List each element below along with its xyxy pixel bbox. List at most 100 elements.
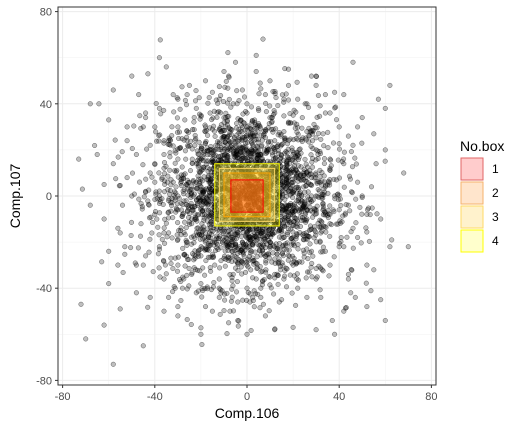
data-point	[239, 87, 245, 93]
data-point	[221, 68, 227, 75]
data-point	[174, 237, 181, 243]
data-point	[182, 219, 188, 225]
data-point	[235, 116, 241, 122]
data-point	[231, 227, 237, 233]
data-point	[207, 166, 213, 172]
data-point	[286, 247, 292, 253]
data-point	[327, 110, 333, 116]
data-point	[285, 66, 292, 72]
data-point	[327, 262, 333, 268]
data-point	[217, 110, 224, 116]
data-point	[252, 125, 258, 131]
data-point	[207, 265, 213, 271]
data-point	[143, 188, 149, 194]
data-point	[224, 331, 230, 337]
data-point	[318, 249, 324, 255]
data-point	[175, 193, 181, 199]
data-point	[189, 207, 196, 213]
data-point	[226, 203, 232, 209]
data-point	[106, 248, 112, 254]
data-point	[204, 218, 210, 224]
data-point	[202, 198, 208, 204]
data-point	[368, 184, 375, 190]
data-point	[266, 273, 272, 279]
data-point	[278, 152, 285, 159]
data-point	[259, 244, 265, 250]
data-point	[179, 84, 185, 90]
data-point	[241, 120, 247, 126]
data-point	[202, 272, 208, 278]
data-point	[348, 189, 355, 195]
data-point	[304, 269, 311, 275]
data-point	[201, 164, 207, 170]
data-point	[175, 124, 181, 130]
data-point	[226, 174, 232, 180]
data-point	[314, 125, 320, 131]
data-point	[197, 189, 203, 195]
data-point	[183, 156, 189, 162]
data-point	[228, 104, 234, 110]
data-point	[120, 269, 126, 276]
data-point	[175, 96, 181, 102]
data-point	[317, 113, 323, 119]
data-point	[313, 239, 319, 245]
data-point	[190, 179, 196, 185]
data-point	[213, 188, 220, 194]
data-point	[257, 180, 263, 186]
data-point	[170, 215, 176, 221]
data-point	[241, 134, 247, 140]
data-point	[166, 230, 172, 236]
data-point	[237, 204, 243, 210]
data-point	[193, 186, 199, 192]
data-point	[175, 220, 181, 226]
data-point	[216, 96, 222, 102]
data-point	[146, 249, 152, 255]
data-point	[315, 151, 321, 157]
data-point	[140, 262, 146, 268]
data-point	[219, 239, 225, 245]
data-point	[375, 96, 381, 102]
data-point	[208, 268, 214, 274]
data-point	[255, 194, 262, 200]
data-point	[339, 219, 345, 225]
data-point	[198, 226, 204, 232]
data-point	[309, 274, 315, 280]
data-point	[305, 194, 311, 200]
data-point	[228, 132, 234, 138]
data-point	[129, 73, 135, 79]
data-point	[187, 168, 194, 174]
data-point	[161, 165, 167, 171]
data-point	[258, 230, 264, 236]
data-point	[256, 107, 262, 114]
data-point	[184, 316, 190, 323]
data-point	[205, 207, 211, 213]
data-point	[159, 236, 165, 242]
data-point	[199, 245, 205, 251]
data-point	[287, 192, 293, 198]
data-point	[235, 151, 241, 158]
data-point	[316, 188, 323, 194]
data-point	[232, 265, 239, 271]
data-point	[197, 170, 203, 176]
data-point	[196, 139, 202, 145]
data-point	[267, 115, 273, 121]
data-point	[244, 202, 250, 208]
data-point	[296, 259, 302, 265]
data-point	[200, 154, 206, 160]
data-point	[94, 151, 100, 158]
data-point	[232, 59, 239, 65]
data-point	[275, 103, 281, 109]
data-point	[239, 124, 245, 130]
data-point	[172, 255, 178, 261]
data-point	[119, 202, 126, 208]
data-point	[308, 248, 315, 254]
data-point	[202, 148, 208, 154]
data-point	[161, 276, 167, 282]
data-point	[309, 138, 316, 144]
data-point	[267, 78, 273, 84]
data-point	[401, 170, 407, 176]
data-point	[202, 304, 209, 310]
y-tick-label: -40	[36, 283, 52, 295]
data-point	[166, 198, 172, 204]
data-point	[284, 150, 290, 156]
